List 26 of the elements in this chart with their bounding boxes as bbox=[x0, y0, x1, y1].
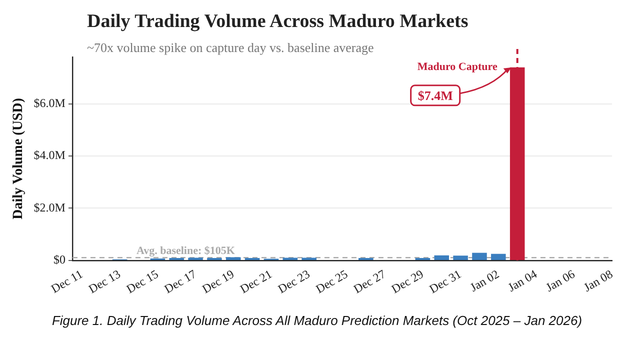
chart-subtitle: ~70x volume spike on capture day vs. baseline average bbox=[87, 40, 374, 56]
x-tick-label: Dec 25 bbox=[313, 266, 350, 296]
x-tick-label: Dec 29 bbox=[389, 266, 426, 296]
x-tick-label: Jan 06 bbox=[543, 266, 578, 294]
x-tick-label: Jan 08 bbox=[581, 266, 616, 294]
x-tick-label: Dec 31 bbox=[426, 266, 464, 296]
x-tick-label: Dec 19 bbox=[200, 266, 236, 296]
y-tick-label: $0 bbox=[53, 252, 66, 267]
x-tick-label: Dec 11 bbox=[48, 266, 86, 296]
x-tick-label: Dec 17 bbox=[162, 266, 199, 296]
caption: Figure 1. Daily Trading Volume Across All Maduro Prediction Markets (Oct 2025 – Jan 2026) bbox=[50, 312, 584, 329]
y-tick-label: $2.0M bbox=[34, 200, 66, 214]
data-label: $7.4M bbox=[418, 88, 453, 103]
x-tick-label: Dec 27 bbox=[351, 266, 388, 296]
y-tick-label: $6.0M bbox=[34, 96, 66, 110]
x-tick-label: Dec 15 bbox=[124, 266, 161, 296]
x-tick-label: Dec 13 bbox=[86, 266, 123, 296]
x-tick-label: Jan 04 bbox=[506, 266, 540, 294]
y-tick-label: $4.0M bbox=[34, 148, 66, 162]
x-tick-label: Dec 21 bbox=[238, 266, 274, 296]
chart-title: Daily Trading Volume Across Maduro Markets bbox=[87, 11, 468, 33]
ref-line-label: Maduro Capture bbox=[417, 60, 498, 73]
ref-line-label: Avg. baseline: $105K bbox=[136, 244, 236, 257]
x-tick-label: Dec 23 bbox=[275, 266, 312, 296]
y-axis-title: Daily Volume (USD) bbox=[11, 98, 26, 220]
x-tick-label: Jan 02 bbox=[468, 266, 502, 294]
